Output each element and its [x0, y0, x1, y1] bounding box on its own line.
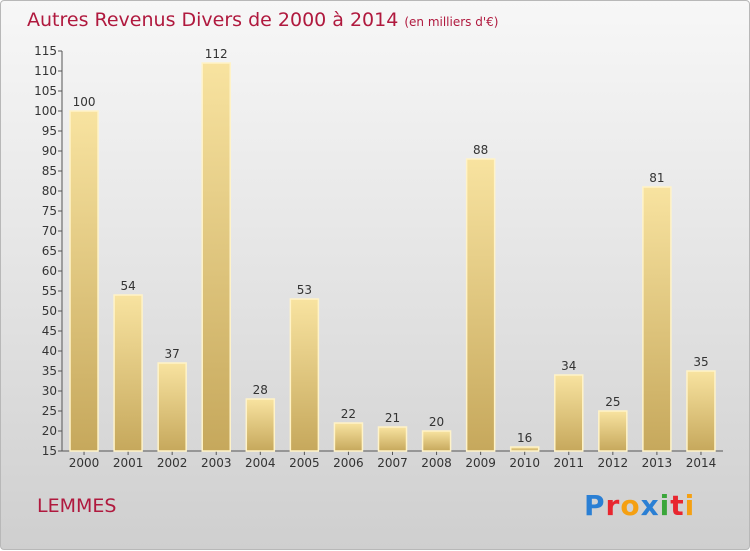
y-tick-label: 95	[42, 124, 57, 138]
y-tick-label: 85	[42, 164, 57, 178]
brand-letter: i	[659, 489, 671, 522]
bar-2000	[69, 110, 99, 452]
value-label: 81	[649, 171, 664, 185]
y-tick-label: 15	[42, 444, 57, 458]
bar-2002	[157, 362, 187, 452]
y-tick-label: 45	[42, 324, 57, 338]
x-tick-label: 2004	[245, 456, 276, 470]
bar-2006	[333, 422, 364, 452]
y-tick-label: 80	[42, 184, 57, 198]
bar-2004	[245, 398, 276, 452]
value-label: 100	[73, 95, 96, 109]
y-tick-label: 105	[34, 84, 57, 98]
value-label: 21	[385, 411, 400, 425]
y-tick-label: 65	[42, 244, 57, 258]
value-label: 34	[561, 359, 576, 373]
bar-2005	[289, 298, 320, 452]
y-tick-label: 75	[42, 204, 57, 218]
y-tick-label: 115	[34, 44, 57, 58]
bar-2012	[598, 410, 628, 452]
bar-2013	[642, 186, 672, 452]
y-tick-label: 90	[42, 144, 57, 158]
brand-logo: Proxiti	[584, 489, 695, 522]
y-tick-label: 60	[42, 264, 57, 278]
value-label: 37	[165, 347, 180, 361]
brand-letter: o	[620, 489, 641, 522]
x-tick-label: 2013	[642, 456, 673, 470]
x-tick-label: 2001	[113, 456, 144, 470]
x-tick-label: 2009	[465, 456, 496, 470]
bar-2010	[509, 446, 540, 452]
x-tick-label: 2008	[421, 456, 452, 470]
x-tick-label: 2002	[157, 456, 188, 470]
x-tick-label: 2010	[509, 456, 540, 470]
value-label: 28	[253, 383, 268, 397]
brand-letter: i	[684, 489, 696, 522]
y-tick-label: 20	[42, 424, 57, 438]
y-tick-label: 25	[42, 404, 57, 418]
bar-2008	[421, 430, 452, 452]
x-tick-label: 2014	[686, 456, 717, 470]
bar-2003	[201, 62, 231, 452]
subtitle-text: (en milliers d'€)	[404, 15, 499, 29]
value-label: 112	[205, 47, 228, 61]
brand-letter: t	[670, 489, 685, 522]
value-label: 54	[120, 279, 135, 293]
y-tick-label: 55	[42, 284, 57, 298]
bar-2001	[113, 294, 143, 452]
y-tick-label: 50	[42, 304, 57, 318]
value-label: 20	[429, 415, 444, 429]
brand-letter: x	[640, 489, 660, 522]
brand-letter: P	[584, 489, 606, 522]
value-label: 25	[605, 395, 620, 409]
x-tick-label: 2012	[598, 456, 629, 470]
chart-title: Autres Revenus Divers de 2000 à 2014 (en …	[27, 9, 498, 31]
value-label: 88	[473, 143, 488, 157]
title-text: Autres Revenus Divers de 2000 à 2014	[27, 9, 399, 31]
y-tick-label: 30	[42, 384, 57, 398]
x-tick-label: 2003	[201, 456, 232, 470]
value-label: 16	[517, 431, 532, 445]
y-tick-label: 70	[42, 224, 57, 238]
y-tick-label: 35	[42, 364, 57, 378]
value-label: 22	[341, 407, 356, 421]
x-tick-label: 2011	[553, 456, 584, 470]
y-tick-label: 110	[34, 64, 57, 78]
x-tick-label: 2007	[377, 456, 408, 470]
bar-2007	[377, 426, 408, 452]
brand-letter: r	[605, 489, 621, 522]
value-label: 35	[693, 355, 708, 369]
bar-2009	[465, 158, 496, 452]
bar-2011	[554, 374, 584, 452]
y-tick-label: 100	[34, 104, 57, 118]
x-tick-label: 2006	[333, 456, 364, 470]
value-label: 53	[297, 283, 312, 297]
y-tick-label: 40	[42, 344, 57, 358]
bar-2014	[686, 370, 716, 452]
x-tick-label: 2000	[69, 456, 100, 470]
x-tick-label: 2005	[289, 456, 320, 470]
bars: 100 54 37 112 28 53 22 21 20 88 16 34 25 81 35	[69, 47, 716, 452]
place-name: LEMMES	[37, 495, 117, 517]
